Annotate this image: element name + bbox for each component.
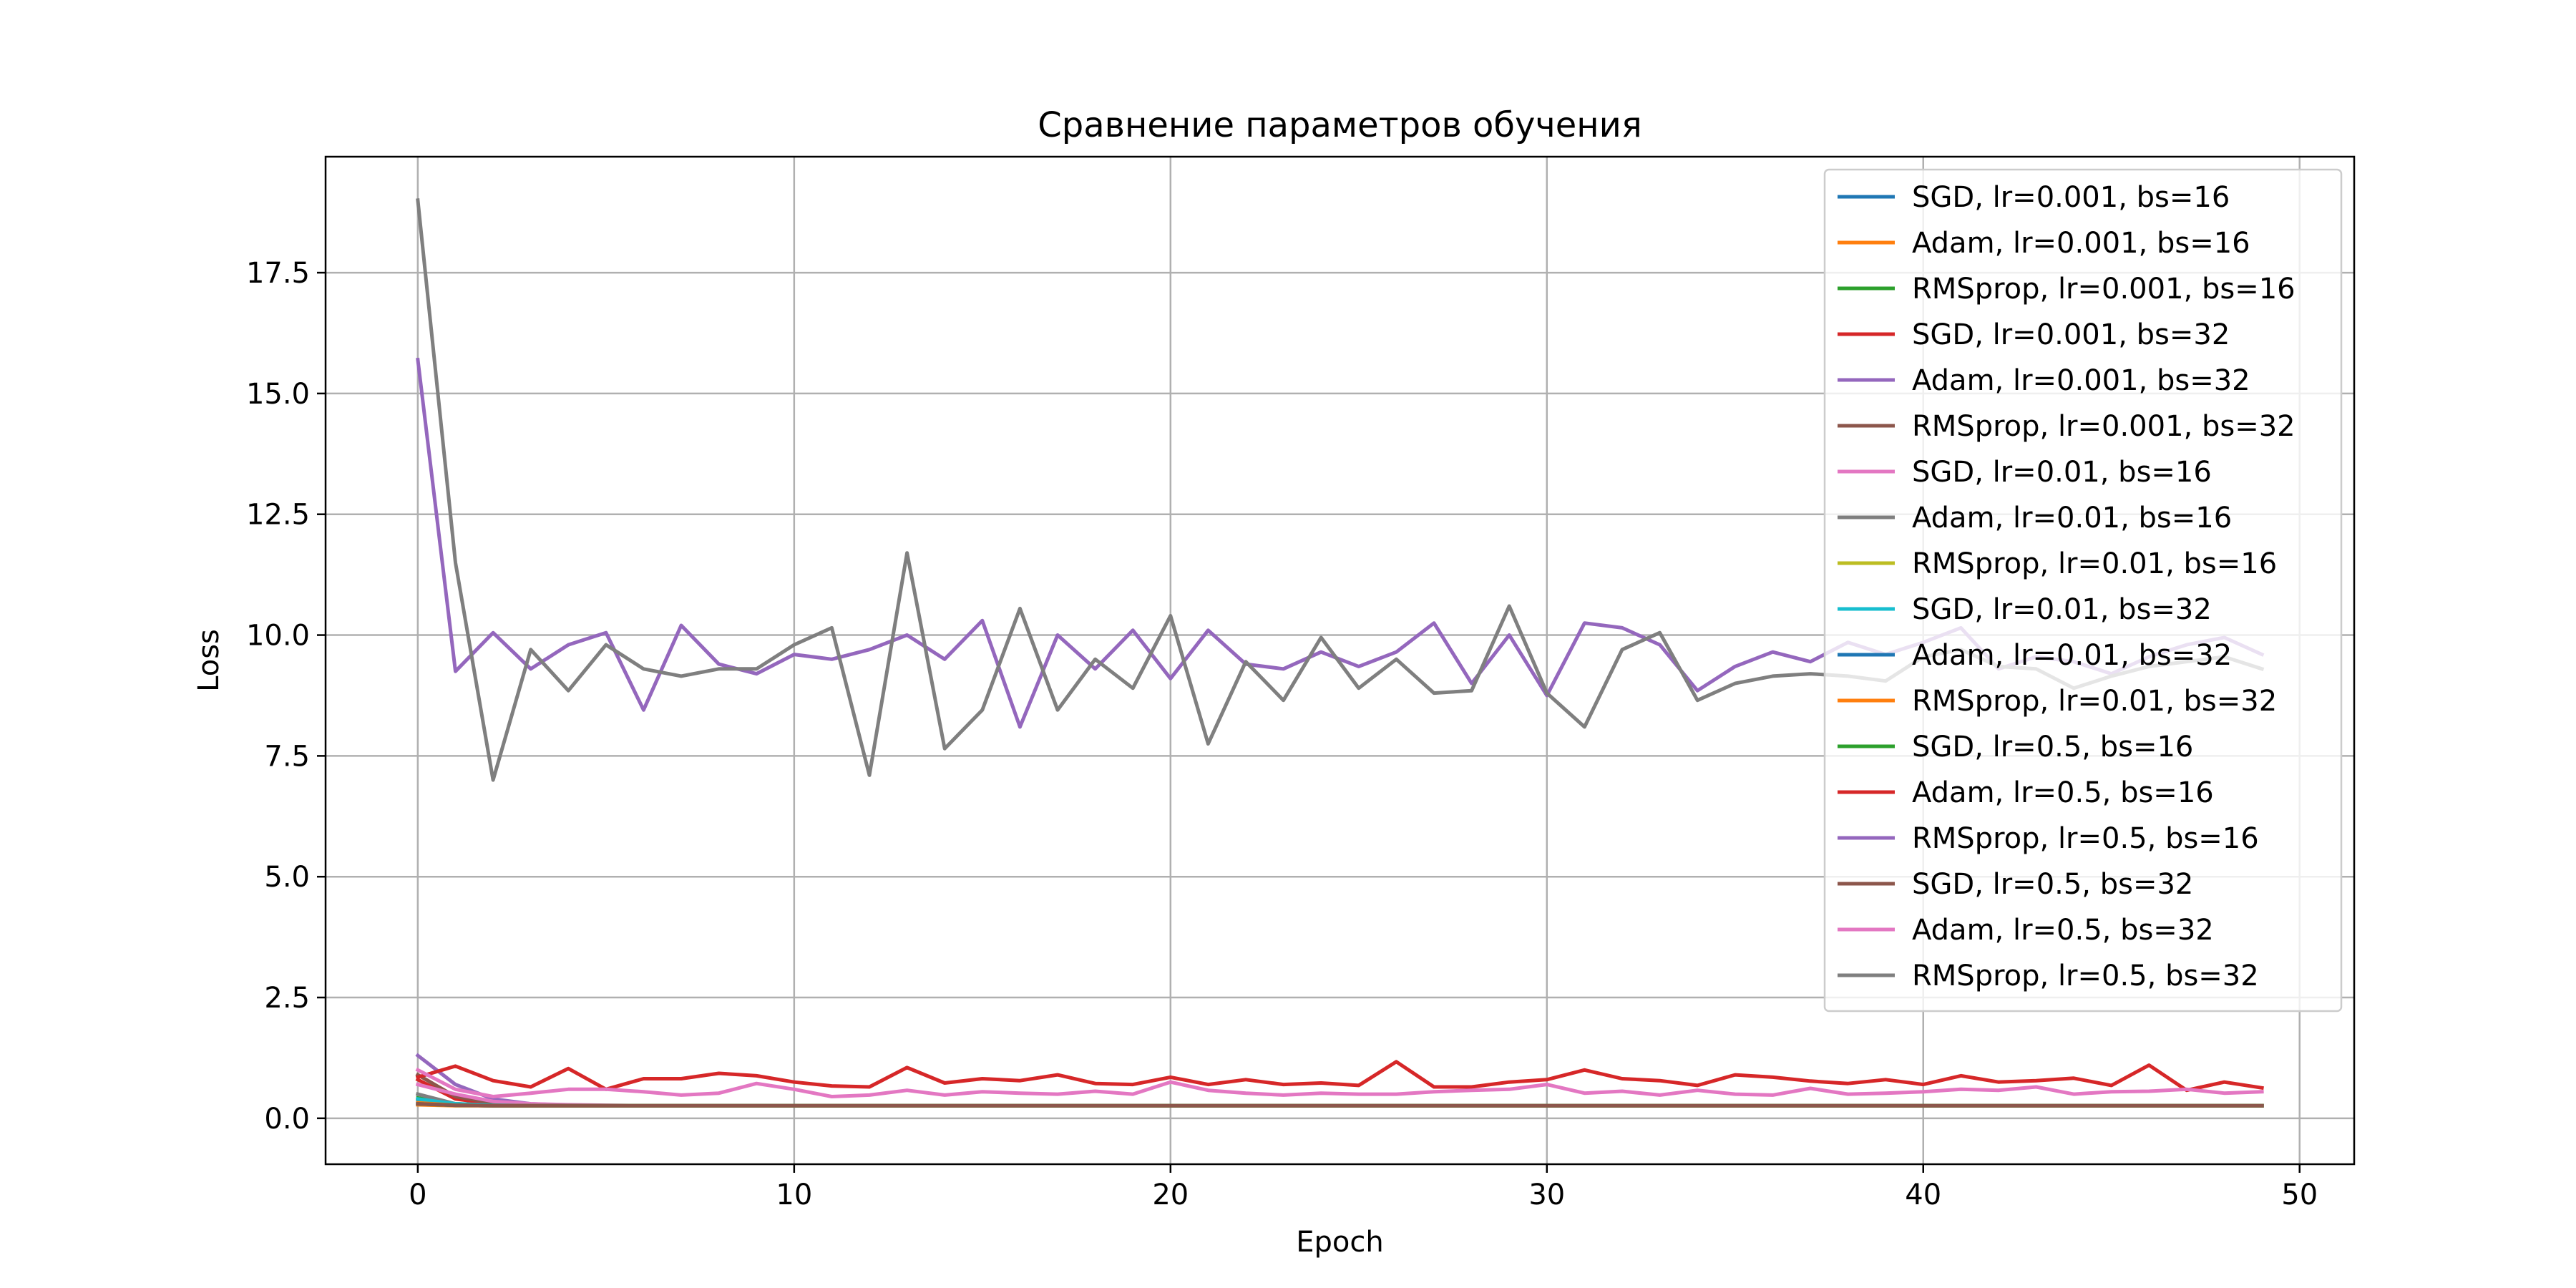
legend-label: RMSprop, lr=0.001, bs=16 (1912, 273, 2296, 306)
x-tick-label: 30 (1528, 1179, 1565, 1211)
legend-label: SGD, lr=0.001, bs=32 (1912, 318, 2230, 351)
legend-label: Adam, lr=0.5, bs=32 (1912, 914, 2214, 947)
y-tick-label: 5.0 (264, 861, 310, 894)
series-line (415, 1060, 2264, 1093)
legend-label: Adam, lr=0.001, bs=16 (1912, 227, 2250, 260)
x-axis-label: Epoch (1296, 1226, 1383, 1259)
legend-label: SGD, lr=0.01, bs=32 (1912, 593, 2212, 626)
legend-label: RMSprop, lr=0.01, bs=32 (1912, 685, 2277, 718)
legend-label: SGD, lr=0.5, bs=16 (1912, 731, 2193, 763)
x-tick-label: 50 (2281, 1179, 2318, 1211)
legend-label: SGD, lr=0.01, bs=16 (1912, 456, 2212, 489)
legend-label: Adam, lr=0.01, bs=32 (1912, 639, 2232, 672)
legend-label: Adam, lr=0.5, bs=16 (1912, 776, 2214, 809)
x-tick-label: 20 (1152, 1179, 1189, 1211)
y-tick-label: 2.5 (264, 982, 310, 1015)
series-line (415, 1067, 2264, 1098)
x-tick-label: 40 (1905, 1179, 1941, 1211)
legend: SGD, lr=0.001, bs=16 Adam, lr=0.001, bs=1… (1823, 168, 2343, 1013)
legend-box (1823, 168, 2343, 1013)
x-tick-label: 0 (409, 1179, 426, 1211)
legend-label: RMSprop, lr=0.01, bs=16 (1912, 547, 2277, 580)
legend-label: RMSprop, lr=0.001, bs=32 (1912, 410, 2296, 443)
legend-label: SGD, lr=0.5, bs=32 (1912, 868, 2193, 901)
y-tick-label: 0.0 (264, 1103, 310, 1136)
x-tick-label: 10 (776, 1179, 812, 1211)
y-tick-label: 17.5 (246, 257, 310, 290)
y-tick-label: 7.5 (264, 740, 310, 773)
y-axis-label: Loss (192, 629, 225, 692)
legend-label: RMSprop, lr=0.5, bs=16 (1912, 822, 2259, 855)
plot-area (415, 198, 2265, 1108)
axes-frame (324, 155, 2356, 1166)
chart-title: Сравнение параметров обучения (1038, 105, 1641, 145)
legend-label: SGD, lr=0.001, bs=16 (1912, 181, 2230, 214)
y-axis: 0.0 2.5 5.0 7.5 10.0 12.5 15.0 17.5 (246, 257, 326, 1136)
legend-label: Adam, lr=0.01, bs=16 (1912, 502, 2232, 535)
legend-label: Adam, lr=0.001, bs=32 (1912, 364, 2250, 397)
y-tick-label: 12.5 (246, 499, 310, 532)
x-axis: 0 10 20 30 40 50 (409, 1164, 2318, 1211)
y-tick-label: 10.0 (246, 620, 310, 653)
y-tick-label: 15.0 (246, 378, 310, 411)
series-line (416, 1102, 2264, 1108)
legend-label: RMSprop, lr=0.5, bs=32 (1912, 960, 2259, 992)
